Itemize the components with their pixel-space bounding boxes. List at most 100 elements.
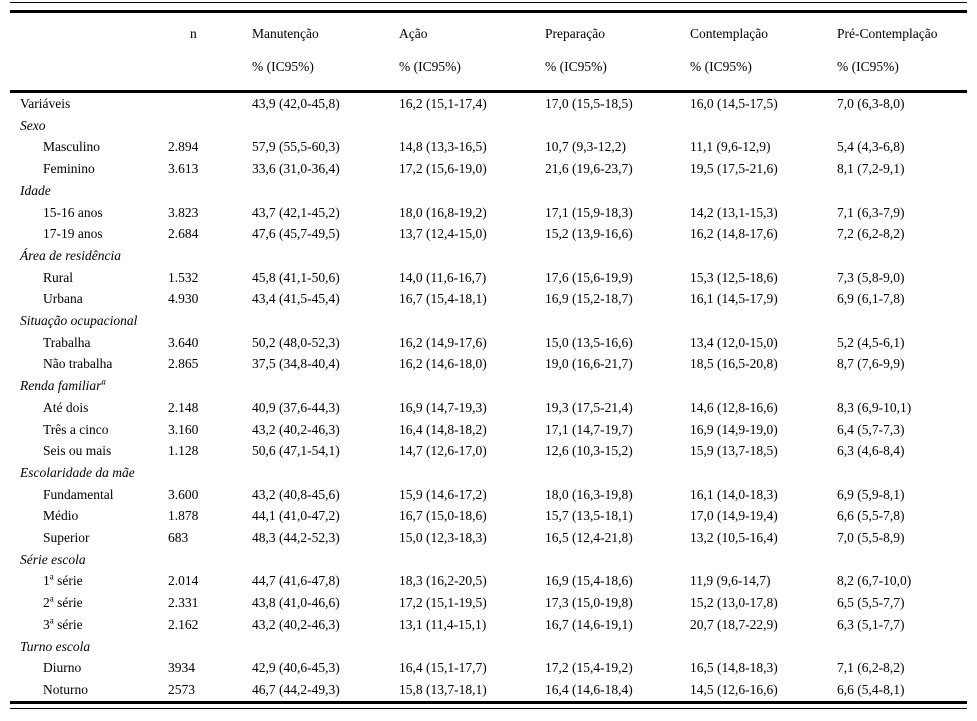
row-label: Fundamental <box>43 486 114 502</box>
n-value: 3.160 <box>168 421 199 437</box>
n-value: 2.014 <box>168 573 199 589</box>
n-value: 683 <box>168 530 189 546</box>
cell-value: 16,4 (14,6-18,4) <box>545 681 633 697</box>
cell-value: 11,1 (9,6-12,9) <box>690 139 771 155</box>
n-value: 3.600 <box>168 486 199 502</box>
cell-value: 57,9 (55,5-60,3) <box>252 139 340 155</box>
n-value: 3.640 <box>168 334 199 350</box>
cell-value: 14,6 (12,8-16,6) <box>690 399 778 415</box>
n-value: 3934 <box>168 660 195 676</box>
cell-value: 16,1 (14,0-18,3) <box>690 486 778 502</box>
table-row: 1a série 2.014 44,7 (41,6-47,8) 18,3 (16,2-… <box>10 570 967 592</box>
table-row: Urbana 4.930 43,4 (41,5-45,4) 16,7 (15,4-18… <box>10 288 967 310</box>
n-value: 3.613 <box>168 161 199 177</box>
group-label: Turno escola <box>20 638 91 654</box>
table-row: 17-19 anos 2.684 47,6 (45,7-49,5) 13,7 (12,… <box>10 223 967 245</box>
group-row: Situação ocupacional <box>10 310 967 332</box>
column-header-stage: Pré-Contemplação <box>837 26 938 41</box>
table-row: 2a série 2.331 43,8 (41,0-46,6) 17,2 (15,1-… <box>10 592 967 614</box>
cell-value: 17,1 (15,9-18,3) <box>545 204 633 220</box>
cell-value: 6,3 (4,6-8,4) <box>837 443 905 459</box>
cell-value: 7,1 (6,3-7,9) <box>837 204 905 220</box>
cell-value: 6,9 (5,9-8,1) <box>837 486 905 502</box>
cell-value: 20,7 (18,7-22,9) <box>690 616 778 632</box>
group-row: Sexo <box>10 115 967 137</box>
cell-value: 50,6 (47,1-54,1) <box>252 443 340 459</box>
table-row: Variáveis 43,9 (42,0-45,8) 16,2 (15,1-17,4… <box>10 92 967 115</box>
column-header-stage: Manutenção <box>252 26 319 41</box>
row-label: 3a série <box>43 615 83 632</box>
cell-value: 7,1 (6,2-8,2) <box>837 660 905 676</box>
cell-value: 45,8 (41,1-50,6) <box>252 269 340 285</box>
cell-value: 17,2 (15,1-19,5) <box>399 595 487 611</box>
table-row: Superior 683 48,3 (44,2-52,3) 15,0 (12,3-18… <box>10 527 967 549</box>
cell-value: 48,3 (44,2-52,3) <box>252 530 340 546</box>
table-row: Diurno 3934 42,9 (40,6-45,3) 16,4 (15,1-17,… <box>10 657 967 679</box>
table-row: Trabalha 3.640 50,2 (48,0-52,3) 16,2 (14,9-… <box>10 332 967 354</box>
cell-value: 16,7 (15,4-18,1) <box>399 291 487 307</box>
n-value <box>168 92 252 115</box>
table-row: 3a série 2.162 43,2 (40,2-46,3) 13,1 (11,4-… <box>10 614 967 636</box>
cell-value: 12,6 (10,3-15,2) <box>545 443 633 459</box>
group-row: Área de residência <box>10 245 967 267</box>
cell-value: 8,3 (6,9-10,1) <box>837 399 912 415</box>
cell-value: 33,6 (31,0-36,4) <box>252 161 340 177</box>
n-value: 3.823 <box>168 204 199 220</box>
table-row: Feminino 3.613 33,6 (31,0-36,4) 17,2 (15,6-… <box>10 158 967 180</box>
cell-value: 15,0 (13,5-16,6) <box>545 334 633 350</box>
n-value: 2.331 <box>168 595 199 611</box>
cell-value: 17,1 (14,7-19,7) <box>545 421 633 437</box>
table-row: Noturno 2573 46,7 (44,2-49,3) 15,8 (13,7-18… <box>10 679 967 702</box>
cell-value: 18,0 (16,3-19,8) <box>545 486 633 502</box>
table-row: Não trabalha 2.865 37,5 (34,8-40,4) 16,2 (1… <box>10 353 967 375</box>
cell-value: 7,2 (6,2-8,2) <box>837 226 905 242</box>
cell-value: 17,0 (14,9-19,4) <box>690 508 778 524</box>
cell-value: 14,0 (11,6-16,7) <box>399 269 487 285</box>
row-label: Noturno <box>43 681 88 697</box>
cell-value: 7,3 (5,8-9,0) <box>837 269 905 285</box>
cell-value: 37,5 (34,8-40,4) <box>252 356 340 372</box>
cell-value: 16,0 (14,5-17,5) <box>690 96 778 111</box>
row-label: 1a série <box>43 571 83 589</box>
cell-value: 44,7 (41,6-47,8) <box>252 573 340 589</box>
row-label: Feminino <box>43 161 95 177</box>
cell-value: 7,0 (5,5-8,9) <box>837 530 905 546</box>
cell-value: 6,4 (5,7-7,3) <box>837 421 905 437</box>
cell-value: 13,7 (12,4-15,0) <box>399 226 487 242</box>
cell-value: 16,9 (15,4-18,6) <box>545 573 633 589</box>
cell-value: 8,1 (7,2-9,1) <box>837 161 905 177</box>
row-label: Diurno <box>43 660 82 676</box>
group-label: Série escola <box>20 551 86 567</box>
n-value: 1.532 <box>168 269 199 285</box>
group-label: Idade <box>20 182 51 198</box>
cell-value: 8,7 (7,6-9,9) <box>837 356 905 372</box>
cell-value: 14,7 (12,6-17,0) <box>399 443 487 459</box>
cell-value: 14,8 (13,3-16,5) <box>399 139 487 155</box>
cell-value: 16,1 (14,5-17,9) <box>690 291 778 307</box>
cell-value: 17,2 (15,4-19,2) <box>545 660 633 676</box>
cell-value: 43,2 (40,8-45,6) <box>252 486 340 502</box>
group-row: Escolaridade da mãe <box>10 462 967 484</box>
cell-value: 19,5 (17,5-21,6) <box>690 161 778 177</box>
cell-value: 21,6 (19,6-23,7) <box>545 161 633 177</box>
n-value: 2.684 <box>168 226 199 242</box>
group-label: Situação ocupacional <box>20 313 138 329</box>
cell-value: 13,4 (12,0-15,0) <box>690 334 778 350</box>
group-row: Turno escola <box>10 636 967 658</box>
header-row: n Manutenção % (IC95%) Ação % (IC95%) Pr… <box>10 11 967 93</box>
row-label: 17-19 anos <box>43 226 103 242</box>
cell-value: 8,2 (6,7-10,0) <box>837 573 912 589</box>
column-header-ic: % (IC95%) <box>690 59 752 74</box>
cell-value: 6,3 (5,1-7,7) <box>837 616 905 632</box>
group-row: Renda familiara <box>10 375 967 397</box>
cell-value: 15,7 (13,5-18,1) <box>545 508 633 524</box>
group-label: Renda familiara <box>20 376 106 394</box>
table-row: Masculino 2.894 57,9 (55,5-60,3) 14,8 (13,3… <box>10 136 967 158</box>
header-empty <box>10 11 168 93</box>
header-preparacao: Preparação % (IC95%) <box>545 11 690 93</box>
cell-value: 15,2 (13,0-17,8) <box>690 595 778 611</box>
table-top-rule: n Manutenção % (IC95%) Ação % (IC95%) Pr… <box>10 2 967 704</box>
group-row: Idade <box>10 180 967 202</box>
cell-value: 17,6 (15,6-19,9) <box>545 269 633 285</box>
cell-value: 16,5 (12,4-21,8) <box>545 530 633 546</box>
